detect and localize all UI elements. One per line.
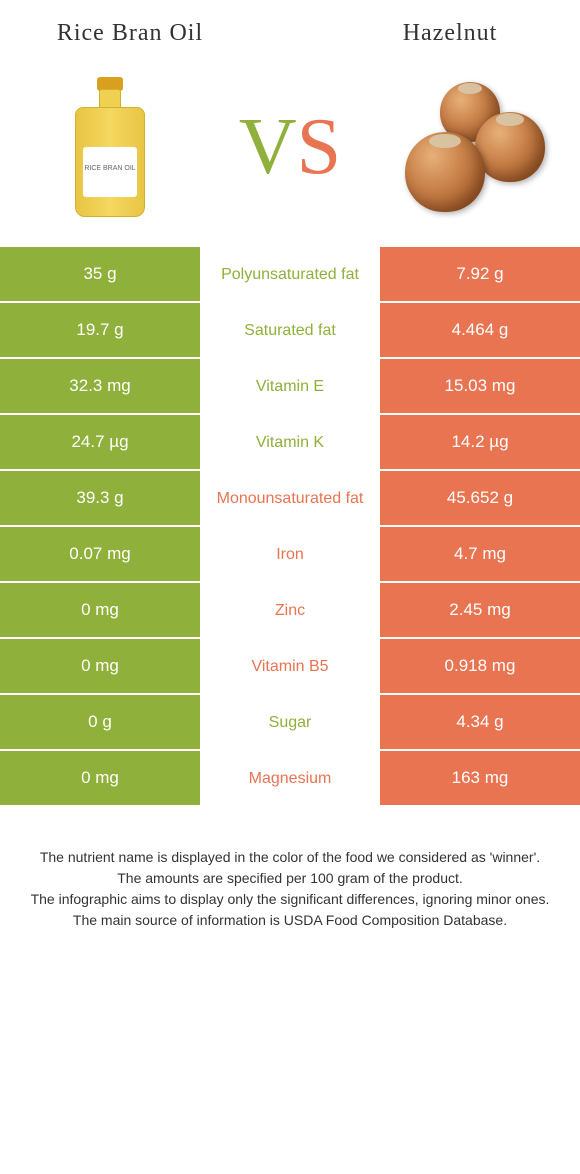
nutrient-label: Sugar bbox=[200, 695, 380, 751]
food-image-right bbox=[390, 67, 550, 227]
food-title-left: Rice Bran Oil bbox=[30, 20, 230, 47]
value-right: 7.92 g bbox=[380, 247, 580, 303]
nutrient-label: Saturated fat bbox=[200, 303, 380, 359]
footer-line-4: The main source of information is USDA F… bbox=[30, 910, 550, 931]
footer-line-1: The nutrient name is displayed in the co… bbox=[30, 847, 550, 868]
value-left: 35 g bbox=[0, 247, 200, 303]
value-right: 4.7 mg bbox=[380, 527, 580, 583]
nutrient-label: Polyunsaturated fat bbox=[200, 247, 380, 303]
value-right: 4.464 g bbox=[380, 303, 580, 359]
oil-label-text: RICE BRAN OIL bbox=[83, 147, 137, 197]
footer-notes: The nutrient name is displayed in the co… bbox=[0, 807, 580, 931]
value-right: 163 mg bbox=[380, 751, 580, 807]
value-right: 4.34 g bbox=[380, 695, 580, 751]
nutrient-label: Vitamin B5 bbox=[200, 639, 380, 695]
table-row: 19.7 gSaturated fat4.464 g bbox=[0, 303, 580, 359]
value-left: 0 mg bbox=[0, 751, 200, 807]
value-right: 0.918 mg bbox=[380, 639, 580, 695]
table-row: 0.07 mgIron4.7 mg bbox=[0, 527, 580, 583]
value-left: 19.7 g bbox=[0, 303, 200, 359]
value-left: 0.07 mg bbox=[0, 527, 200, 583]
value-right: 15.03 mg bbox=[380, 359, 580, 415]
table-row: 24.7 µgVitamin K14.2 µg bbox=[0, 415, 580, 471]
header-row: Rice Bran Oil Hazelnut bbox=[0, 0, 580, 57]
value-left: 0 mg bbox=[0, 639, 200, 695]
value-right: 14.2 µg bbox=[380, 415, 580, 471]
nutrient-label: Iron bbox=[200, 527, 380, 583]
footer-line-2: The amounts are specified per 100 gram o… bbox=[30, 868, 550, 889]
nutrient-label: Zinc bbox=[200, 583, 380, 639]
value-left: 32.3 mg bbox=[0, 359, 200, 415]
value-left: 0 g bbox=[0, 695, 200, 751]
table-row: 0 mgVitamin B50.918 mg bbox=[0, 639, 580, 695]
oil-bottle-icon: RICE BRAN OIL bbox=[75, 77, 145, 217]
value-right: 2.45 mg bbox=[380, 583, 580, 639]
food-title-right: Hazelnut bbox=[350, 20, 550, 47]
footer-line-3: The infographic aims to display only the… bbox=[30, 889, 550, 910]
nutrient-label: Monounsaturated fat bbox=[200, 471, 380, 527]
value-right: 45.652 g bbox=[380, 471, 580, 527]
value-left: 24.7 µg bbox=[0, 415, 200, 471]
nutrient-label: Vitamin K bbox=[200, 415, 380, 471]
table-row: 0 mgZinc2.45 mg bbox=[0, 583, 580, 639]
value-left: 39.3 g bbox=[0, 471, 200, 527]
food-image-left: RICE BRAN OIL bbox=[30, 67, 190, 227]
hazelnut-icon bbox=[395, 82, 545, 212]
nutrient-label: Magnesium bbox=[200, 751, 380, 807]
table-row: 35 gPolyunsaturated fat7.92 g bbox=[0, 247, 580, 303]
table-row: 0 gSugar4.34 g bbox=[0, 695, 580, 751]
table-row: 32.3 mgVitamin E15.03 mg bbox=[0, 359, 580, 415]
table-row: 0 mgMagnesium163 mg bbox=[0, 751, 580, 807]
images-row: RICE BRAN OIL VS bbox=[0, 57, 580, 247]
nutrient-label: Vitamin E bbox=[200, 359, 380, 415]
vs-v-letter: V bbox=[239, 103, 297, 191]
vs-label: VS bbox=[239, 102, 341, 193]
vs-s-letter: S bbox=[297, 103, 342, 191]
comparison-table: 35 gPolyunsaturated fat7.92 g19.7 gSatur… bbox=[0, 247, 580, 807]
value-left: 0 mg bbox=[0, 583, 200, 639]
table-row: 39.3 gMonounsaturated fat45.652 g bbox=[0, 471, 580, 527]
